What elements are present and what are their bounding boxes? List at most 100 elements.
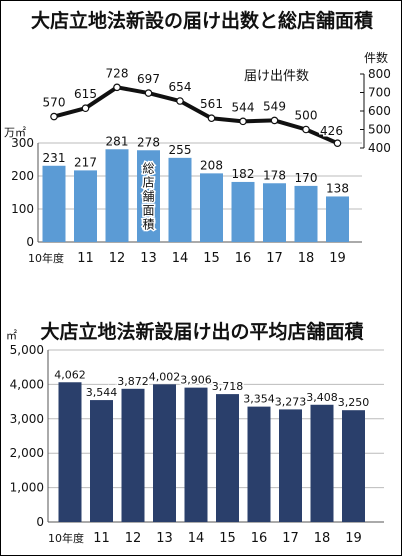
area-bar-value: 231 xyxy=(43,151,66,165)
area-series-label-char: 舗 xyxy=(142,189,154,203)
count-tick-label: 700 xyxy=(368,86,391,100)
count-tick-label: 600 xyxy=(368,104,391,118)
count-line-path xyxy=(53,85,339,146)
top-category-label: 12 xyxy=(109,251,126,266)
bottom-category-label: 13 xyxy=(156,531,173,546)
count-point xyxy=(270,116,279,125)
area-bar-value: 278 xyxy=(137,135,160,149)
bottom-category-label: 10年度 xyxy=(48,531,84,545)
area-bar-value: 178 xyxy=(263,168,286,182)
area-bar xyxy=(137,150,160,242)
average-bar xyxy=(247,406,271,522)
area-axis-ticks: 300 200 100 0 xyxy=(11,136,34,249)
average-bar xyxy=(216,394,239,522)
count-point-value: 570 xyxy=(43,96,66,110)
area-axis-unit: 万㎡ xyxy=(4,126,26,139)
area-bar-value: 170 xyxy=(295,171,318,185)
bottom-category-label: 19 xyxy=(345,531,362,546)
count-point xyxy=(239,117,247,126)
average-bar-value: 3,718 xyxy=(212,380,244,393)
top-category-label: 11 xyxy=(77,251,94,266)
average-bar xyxy=(58,382,82,522)
area-tick-label: 0 xyxy=(26,235,34,249)
average-tick-label: 4,000 xyxy=(10,377,44,391)
bottom-category-label: 17 xyxy=(282,531,299,546)
average-bar-value: 3,906 xyxy=(180,374,212,387)
area-bar xyxy=(231,181,255,242)
count-point xyxy=(333,139,342,147)
count-point xyxy=(144,89,153,97)
average-bar-value: 3,544 xyxy=(86,386,118,399)
average-bar xyxy=(153,384,176,522)
area-bar xyxy=(326,196,349,242)
top-category-labels: 10年度 11 12 13 14 15 16 17 18 19 xyxy=(28,251,346,266)
count-series-label: 届け出件数 xyxy=(244,69,309,84)
area-bar-value: 217 xyxy=(74,155,97,169)
count-point-value: 549 xyxy=(263,99,286,113)
count-point xyxy=(207,114,216,123)
bottom-category-label: 11 xyxy=(93,531,110,546)
average-tick-label: 5,000 xyxy=(10,343,44,357)
count-point xyxy=(81,104,90,113)
bottom-category-label: 18 xyxy=(314,531,331,546)
top-category-label: 14 xyxy=(172,251,189,266)
bottom-category-label: 16 xyxy=(251,531,268,546)
average-bar-value: 3,872 xyxy=(117,375,149,388)
bottom-chart-title: 大店立地法新設届け出の平均店舗面積 xyxy=(40,321,364,343)
top-category-label: 16 xyxy=(235,251,252,266)
average-bar xyxy=(310,404,334,522)
area-bar-value: 182 xyxy=(232,167,255,181)
top-category-label: 13 xyxy=(140,251,157,266)
average-axis-ticks: 5,000 4,000 3,000 2,000 1,000 0 xyxy=(10,343,44,529)
area-bar-value: 255 xyxy=(169,143,192,157)
count-point-value: 654 xyxy=(169,80,192,94)
area-bar xyxy=(105,149,129,242)
count-point-value: 728 xyxy=(106,66,129,80)
area-series-label-char: 総 xyxy=(142,161,154,175)
average-tick-label: 3,000 xyxy=(10,412,44,426)
average-bar-value: 3,273 xyxy=(275,395,307,408)
average-bar xyxy=(90,400,113,522)
top-category-label: 18 xyxy=(298,251,315,266)
count-point-value: 500 xyxy=(295,109,318,123)
count-point xyxy=(302,125,310,134)
count-tick-label: 800 xyxy=(368,67,391,81)
top-category-label: 17 xyxy=(266,251,283,266)
area-bar-value: 138 xyxy=(326,181,349,195)
count-point-value: 561 xyxy=(200,97,223,111)
bottom-category-label: 15 xyxy=(219,531,236,546)
count-point-value: 544 xyxy=(232,100,255,114)
area-tick-label: 300 xyxy=(11,136,34,150)
average-bar xyxy=(121,388,145,522)
average-bar-value: 4,062 xyxy=(54,368,86,381)
bottom-category-labels: 10年度 11 12 13 14 15 16 17 18 19 xyxy=(48,531,362,546)
average-bar-value: 3,250 xyxy=(338,396,370,409)
area-bar xyxy=(200,173,223,242)
bottom-category-label: 12 xyxy=(125,531,142,546)
area-bar xyxy=(263,183,286,242)
area-tick-label: 200 xyxy=(11,169,34,183)
area-bar xyxy=(168,157,192,242)
count-point-value: 615 xyxy=(74,87,97,101)
area-bar-value: 281 xyxy=(106,134,129,148)
average-bar-value: 4,002 xyxy=(149,370,181,383)
area-series-label-char: 面 xyxy=(142,203,154,217)
count-point xyxy=(176,97,184,105)
area-bar xyxy=(294,185,318,242)
count-tick-label: 400 xyxy=(368,141,391,155)
top-category-label: 10年度 xyxy=(28,251,64,265)
count-point xyxy=(113,83,121,92)
area-bar xyxy=(74,170,97,242)
average-bar-value: 3,408 xyxy=(306,391,338,404)
area-series-label-char: 積 xyxy=(142,216,154,231)
bottom-category-label: 14 xyxy=(188,531,205,546)
count-axis-ticks: 800 700 600 500 400 xyxy=(360,67,391,155)
average-bar xyxy=(184,387,208,522)
area-bar xyxy=(42,165,66,242)
average-tick-label: 2,000 xyxy=(10,446,44,460)
